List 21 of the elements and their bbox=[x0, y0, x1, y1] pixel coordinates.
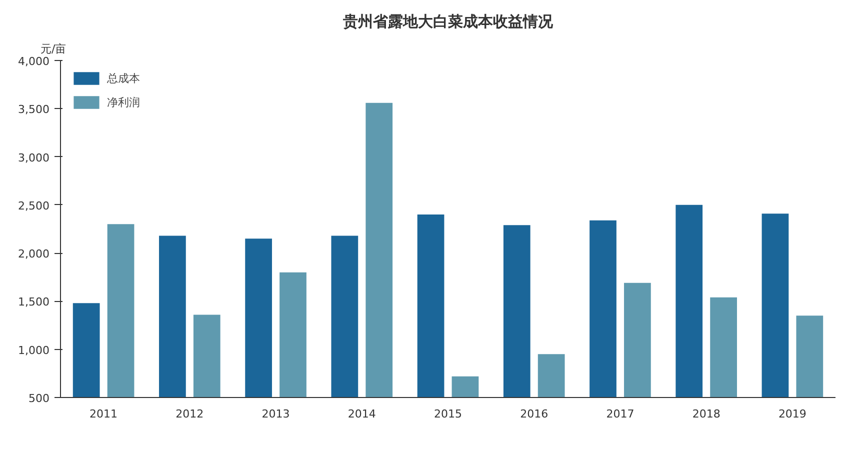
y-tick-label: 1,500 bbox=[18, 296, 50, 309]
x-tick-label: 2017 bbox=[606, 408, 634, 420]
chart-title: 贵州省露地大白菜成本收益情况 bbox=[342, 12, 554, 30]
x-tick-label: 2014 bbox=[348, 408, 376, 420]
y-tick-label: 500 bbox=[28, 392, 50, 405]
x-tick-label: 2016 bbox=[520, 408, 548, 420]
x-tick-label: 2011 bbox=[90, 408, 118, 420]
legend-label: 总成本 bbox=[107, 70, 140, 86]
x-tick-label: 2019 bbox=[778, 408, 806, 420]
x-tick-label: 2018 bbox=[692, 408, 720, 420]
y-tick-label: 3,500 bbox=[18, 103, 50, 116]
x-tick-label: 2013 bbox=[262, 408, 290, 420]
x-tick-label: 2012 bbox=[176, 408, 204, 420]
y-tick-label: 1,000 bbox=[18, 344, 50, 357]
y-axis-title: 元/亩 bbox=[40, 42, 66, 56]
y-tick-label: 2,000 bbox=[18, 248, 50, 261]
y-tick-label: 3,000 bbox=[18, 151, 50, 164]
x-tick-label: 2015 bbox=[434, 408, 462, 420]
y-tick-label: 4,000 bbox=[18, 55, 50, 68]
y-tick-label: 2,500 bbox=[18, 199, 50, 212]
legend-label: 净利润 bbox=[107, 94, 140, 110]
